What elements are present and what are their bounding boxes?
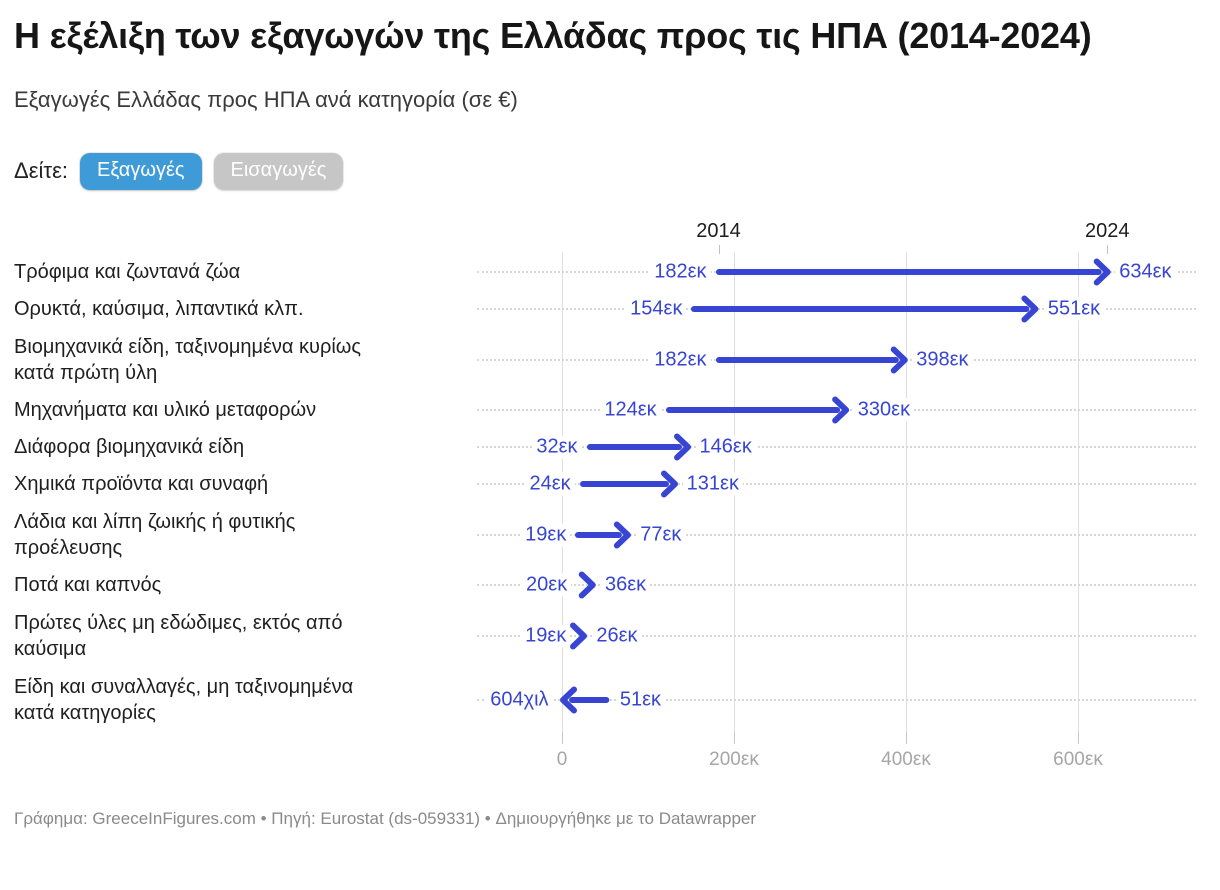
row-plot: 20εκ 36εκ (477, 567, 1196, 604)
category-label: Ορυκτά, καύσιμα, λιπαντικά κλπ. (14, 298, 304, 321)
trend-arrow-icon (715, 258, 1111, 286)
chart-row: Ποτά και καπνός 20εκ 36εκ (14, 567, 1196, 604)
x-axis-ticks (477, 731, 1196, 745)
axis-tick-label: 200εκ (709, 748, 759, 770)
exports-toggle-button[interactable]: Εξαγωγές (80, 152, 202, 190)
chart-subtitle: Εξαγωγές Ελλάδας προς ΗΠΑ ανά κατηγορία … (14, 86, 518, 112)
chart-row: Ορυκτά, καύσιμα, λιπαντικά κλπ. 154εκ 551ε… (14, 291, 1196, 328)
start-value-label: 182εκ (650, 260, 711, 284)
end-value-label: 604χιλ (486, 688, 553, 712)
category-label: Μηχανήματα και υλικό μεταφορών (14, 399, 317, 422)
category-label: Βιομηχανικά είδη, ταξινομημένα κυρίως κα… (14, 335, 362, 384)
leader-dotted-line (477, 698, 1196, 701)
chart-row: Λάδια και λίπη ζωικής ή φυτικής προέλευσ… (14, 503, 1196, 567)
chart-row: Χημικά προϊόντα και συναφή 24εκ 131εκ (14, 466, 1196, 503)
end-value-label: 36εκ (600, 573, 651, 597)
leader-dotted-line (477, 584, 1196, 587)
axis-tick-mark (1078, 731, 1079, 744)
end-value-label: 77εκ (636, 523, 686, 547)
start-value-label: 19εκ (521, 523, 571, 547)
axis-tick-mark (562, 731, 563, 744)
axis-tick-mark (906, 731, 907, 744)
year-header: 2014 2024 (477, 220, 1196, 254)
axis-tick-label: 0 (556, 748, 568, 770)
trend-arrow-icon (575, 521, 632, 549)
leader-dotted-line (477, 446, 1196, 449)
chart-rows: Τρόφιμα και ζωντανά ζώα 182εκ 634εκ Ορυκτά,… (14, 251, 1196, 732)
row-plot: 19εκ 26εκ (477, 604, 1196, 668)
start-value-label: 19εκ (521, 624, 571, 648)
row-plot: 19εκ 77εκ (477, 503, 1196, 567)
chart-attribution: Γράφημα: GreeceInFigures.com • Πηγή: Eur… (14, 808, 757, 828)
start-value-label: 124εκ (600, 398, 661, 422)
category-label: Ποτά και καπνός (14, 574, 162, 597)
chart-row: Μηχανήματα και υλικό μεταφορών 124εκ 330εκ (14, 392, 1196, 429)
category-label: Είδη και συναλλαγές, μη ταξινομημένα κατ… (14, 675, 354, 724)
row-plot: 51εκ 604χιλ (477, 668, 1196, 732)
trend-arrow-icon (570, 622, 588, 650)
end-value-label: 131εκ (682, 472, 743, 496)
start-value-label: 182εκ (650, 348, 711, 372)
end-year-tick (1107, 244, 1109, 254)
end-value-label: 634εκ (1115, 260, 1176, 284)
axis-tick-mark (734, 731, 735, 744)
trend-arrow-icon (665, 396, 849, 424)
row-plot: 182εκ 634εκ (477, 254, 1196, 291)
row-plot: 182εκ 398εκ (477, 328, 1196, 392)
imports-toggle-button[interactable]: Εισαγωγές (213, 152, 344, 190)
page-title: Η εξέλιξη των εξαγωγών της Ελλάδας προς … (14, 15, 1092, 56)
x-axis-labels: 0 200εκ 400εκ 600εκ (477, 745, 1196, 773)
end-value-label: 330εκ (853, 398, 915, 422)
trend-arrow-icon (579, 470, 678, 498)
trend-arrow-icon (586, 433, 691, 461)
row-plot: 124εκ 330εκ (477, 392, 1196, 429)
category-label: Πρώτες ύλες μη εδώδιμες, εκτός από καύσι… (14, 611, 343, 660)
leader-dotted-line (477, 483, 1196, 486)
category-label: Τρόφιμα και ζωντανά ζώα (14, 261, 241, 284)
category-label: Χημικά προϊόντα και συναφή (14, 473, 269, 496)
start-value-label: 32εκ (532, 435, 582, 459)
category-label: Διάφορα βιομηχανικά είδη (14, 436, 245, 459)
row-plot: 32εκ 146εκ (477, 429, 1196, 466)
start-value-label: 24εκ (525, 472, 575, 496)
start-value-label: 20εκ (522, 573, 572, 597)
trend-arrow-icon (578, 571, 596, 599)
trend-arrow-icon (715, 346, 908, 374)
row-plot: 154εκ 551εκ (477, 291, 1196, 328)
category-label: Λάδια και λίπη ζωικής ή φυτικής προέλευσ… (14, 510, 296, 559)
start-year-header: 2014 (696, 219, 741, 242)
trend-arrow-icon (559, 686, 609, 714)
axis-tick-label: 600εκ (1053, 748, 1103, 770)
chart-row: Πρώτες ύλες μη εδώδιμες, εκτός από καύσι… (14, 604, 1196, 668)
chart-row: Είδη και συναλλαγές, μη ταξινομημένα κατ… (14, 668, 1196, 732)
end-value-label: 551εκ (1043, 297, 1105, 321)
start-year-tick (718, 244, 720, 254)
end-year-header: 2024 (1084, 219, 1130, 242)
trend-arrow-icon (691, 295, 1039, 323)
leader-dotted-line (477, 634, 1196, 637)
axis-tick-label: 400εκ (881, 748, 931, 770)
chart-row: Διάφορα βιομηχανικά είδη 32εκ 146εκ (14, 429, 1196, 466)
chart-row: Τρόφιμα και ζωντανά ζώα 182εκ 634εκ (14, 254, 1196, 291)
leader-dotted-line (477, 533, 1196, 536)
end-value-label: 26εκ (592, 624, 642, 648)
view-toggle-label: Δείτε: (14, 158, 69, 184)
chart-row: Βιομηχανικά είδη, ταξινομημένα κυρίως κα… (14, 328, 1196, 392)
end-value-label: 146εκ (695, 435, 756, 459)
start-value-label: 154εκ (626, 297, 687, 321)
row-plot: 24εκ 131εκ (477, 466, 1196, 503)
end-value-label: 398εκ (912, 348, 973, 372)
page: Η εξέλιξη των εξαγωγών της Ελλάδας προς … (14, 15, 1196, 828)
arrow-chart: 2014 2024 Τρόφιμα και ζωντανά ζώα 182εκ 634… (14, 220, 1196, 773)
start-value-label: 51εκ (615, 688, 666, 712)
view-toggle-group: Δείτε: Εξαγωγές Εισαγωγές (14, 152, 1196, 190)
